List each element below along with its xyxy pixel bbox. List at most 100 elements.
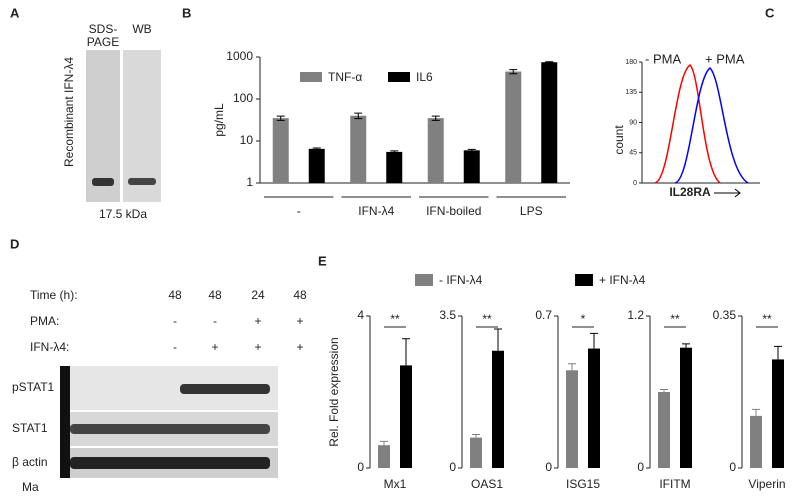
panel-label: A bbox=[10, 5, 20, 20]
y-tick-label: 0 bbox=[729, 460, 736, 474]
bar bbox=[505, 71, 522, 183]
legend-swatch bbox=[575, 274, 593, 286]
blot-label: β actin bbox=[12, 455, 48, 469]
bar bbox=[378, 445, 390, 468]
error-bar bbox=[312, 147, 321, 151]
condition-cell: 24 bbox=[251, 288, 265, 302]
y-tick-label: 180 bbox=[625, 59, 637, 66]
curve-label: - PMA bbox=[645, 51, 681, 66]
side-label: Recombinant IFN-λ4 bbox=[62, 57, 76, 167]
bar bbox=[308, 148, 325, 183]
histogram-curve bbox=[654, 64, 721, 184]
wb-blot bbox=[123, 50, 161, 202]
bar bbox=[772, 359, 784, 468]
blot-label: pSTAT1 bbox=[12, 380, 55, 394]
error-bar bbox=[545, 61, 554, 64]
y-axis-label: Rel. Fold expression bbox=[327, 337, 341, 446]
x-axis-label: ISG15 bbox=[566, 477, 600, 491]
y-tick-label: 1 bbox=[246, 175, 253, 189]
legend-label: - IFN-λ4 bbox=[439, 273, 483, 287]
x-axis-label: Mx1 bbox=[384, 477, 407, 491]
legend-swatch bbox=[300, 72, 322, 82]
band bbox=[70, 457, 270, 469]
sds-page-gel bbox=[86, 50, 120, 202]
bar bbox=[492, 350, 504, 468]
significance: ** bbox=[670, 312, 680, 326]
lane-label: PAGE bbox=[87, 35, 119, 49]
legend-swatch bbox=[415, 274, 433, 286]
band bbox=[180, 384, 270, 394]
error-bar bbox=[568, 363, 576, 371]
condition-label: Time (h): bbox=[30, 288, 78, 302]
error-bar bbox=[380, 440, 388, 446]
legend-label: + IFN-λ4 bbox=[599, 273, 646, 287]
curve-label: + PMA bbox=[705, 51, 745, 66]
bar bbox=[470, 437, 482, 468]
bar bbox=[680, 347, 692, 468]
condition-cell: - bbox=[173, 314, 177, 328]
condition-cell: - bbox=[213, 314, 217, 328]
lane-label: WB bbox=[132, 22, 151, 36]
y-axis-label: count bbox=[612, 125, 626, 155]
condition-cell: + bbox=[296, 340, 303, 354]
significance: ** bbox=[482, 312, 492, 326]
x-tick-label: LPS bbox=[520, 204, 543, 218]
condition-cell: + bbox=[211, 340, 218, 354]
bar bbox=[658, 392, 670, 468]
significance: * bbox=[581, 312, 586, 326]
lane-label: SDS- bbox=[89, 22, 118, 36]
condition-cell: 48 bbox=[168, 288, 182, 302]
ladder bbox=[60, 366, 70, 478]
y-tick-label: 3.5 bbox=[439, 308, 456, 322]
error-bar bbox=[276, 115, 285, 121]
x-tick-label: IFN-λ4 bbox=[358, 204, 394, 218]
error-bar bbox=[752, 408, 760, 416]
bar bbox=[566, 370, 578, 468]
error-bar bbox=[402, 338, 410, 366]
y-axis-label: pg/mL bbox=[212, 103, 226, 137]
y-tick-label: 100 bbox=[233, 91, 253, 105]
bar bbox=[427, 118, 444, 183]
error-bar bbox=[509, 69, 518, 75]
condition-cell: + bbox=[254, 314, 261, 328]
y-tick-label: 90 bbox=[629, 119, 637, 126]
condition-cell: - bbox=[173, 340, 177, 354]
y-tick-label: 135 bbox=[625, 89, 637, 96]
y-tick-label: 0.7 bbox=[535, 308, 552, 322]
bar bbox=[400, 365, 412, 468]
bar bbox=[541, 62, 558, 184]
y-tick-label: 0.35 bbox=[713, 308, 737, 322]
significance: ** bbox=[390, 312, 400, 326]
y-tick-label: 0 bbox=[357, 460, 364, 474]
bar bbox=[463, 150, 480, 183]
bar bbox=[588, 348, 600, 468]
condition-cell: 48 bbox=[293, 288, 307, 302]
error-bar bbox=[354, 112, 363, 120]
error-bar bbox=[467, 148, 476, 152]
y-tick-label: 1000 bbox=[226, 49, 253, 63]
y-tick-label: 1.2 bbox=[627, 308, 644, 322]
panel-label: C bbox=[765, 5, 775, 20]
wb-band bbox=[128, 178, 156, 185]
y-tick-label: 45 bbox=[629, 150, 637, 157]
y-tick-label: 0 bbox=[637, 460, 644, 474]
bar bbox=[386, 151, 403, 183]
condition-cell: + bbox=[296, 314, 303, 328]
histogram-curve bbox=[674, 66, 749, 184]
condition-cell: + bbox=[254, 340, 261, 354]
y-tick-label: 0 bbox=[545, 460, 552, 474]
legend-label: TNF-α bbox=[328, 70, 362, 84]
significance: ** bbox=[762, 312, 772, 326]
error-bar bbox=[774, 345, 782, 360]
panel-label: E bbox=[318, 253, 327, 268]
condition-cell: 48 bbox=[208, 288, 222, 302]
x-axis-label: IFITM bbox=[659, 477, 690, 491]
bar bbox=[350, 115, 367, 183]
x-axis-label: Viperin bbox=[748, 477, 785, 491]
condition-label: PMA: bbox=[30, 314, 59, 328]
blot-label: STAT1 bbox=[12, 421, 48, 435]
x-axis-label: OAS1 bbox=[471, 477, 503, 491]
x-tick-label: IFN-boiled bbox=[426, 204, 481, 218]
y-tick-label: 0 bbox=[449, 460, 456, 474]
